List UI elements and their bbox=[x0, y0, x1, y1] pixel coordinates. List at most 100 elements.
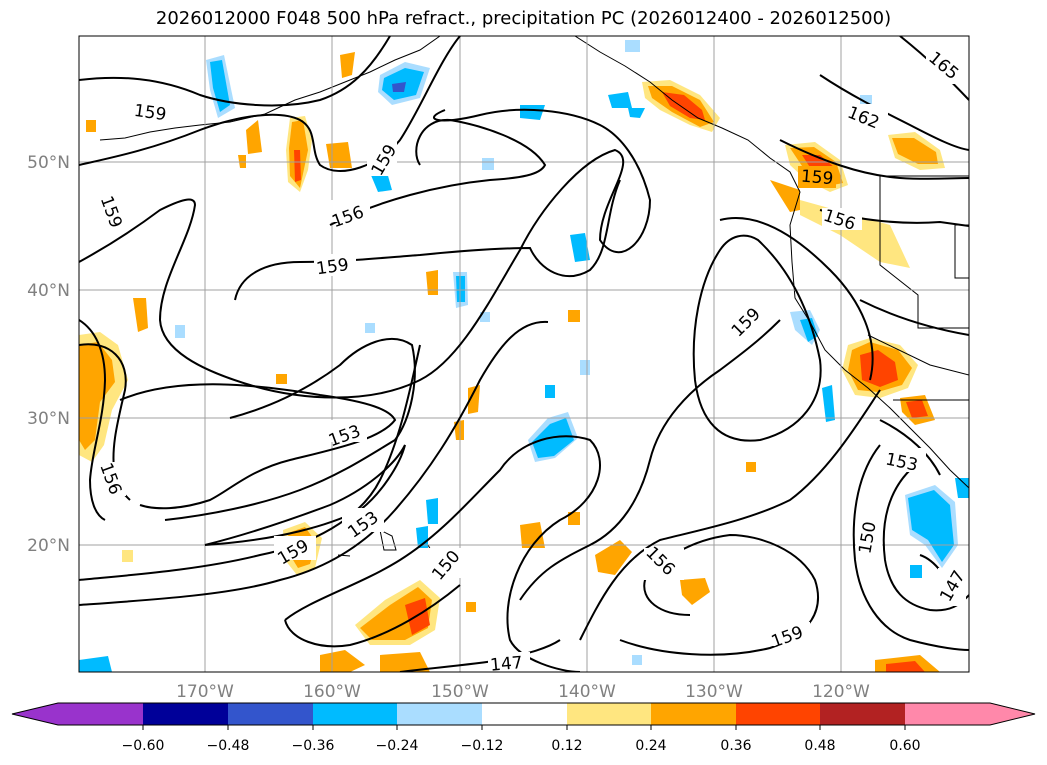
contour-line bbox=[519, 319, 781, 601]
contour-line bbox=[882, 469, 969, 612]
colorbar-segment bbox=[228, 703, 314, 725]
map-title: 2026012000 F048 500 hPa refract., precip… bbox=[155, 8, 892, 29]
contour-line bbox=[692, 234, 822, 442]
contour-line bbox=[779, 139, 969, 180]
colorbar-tick-label: −0.60 bbox=[122, 738, 165, 754]
contour-line bbox=[819, 74, 969, 151]
contour-line bbox=[79, 36, 391, 107]
precip-patch bbox=[520, 105, 545, 120]
contour-line bbox=[859, 299, 969, 336]
precip-patch bbox=[580, 360, 590, 375]
precip-patch bbox=[892, 138, 938, 164]
precip-patch bbox=[276, 374, 287, 384]
contour-line bbox=[879, 419, 941, 476]
precip-patch bbox=[568, 310, 580, 322]
precip-patch bbox=[210, 60, 230, 112]
lon-axis-labels: 170°W 160°W 150°W 140°W 130°W 120°W bbox=[176, 682, 870, 702]
precip-patch bbox=[955, 478, 969, 498]
contour-line bbox=[234, 179, 621, 301]
precip-patch bbox=[625, 40, 640, 52]
precip-patch bbox=[906, 400, 928, 418]
colorbar-extend-high bbox=[990, 703, 1035, 725]
precip-patch bbox=[365, 323, 375, 333]
colorbar-tick-label: −0.36 bbox=[292, 738, 335, 754]
precip-patch bbox=[632, 655, 642, 665]
colorbar-tick-label: −0.48 bbox=[207, 738, 250, 754]
colorbar-tick-label: 0.24 bbox=[635, 738, 666, 754]
contour-line bbox=[579, 389, 881, 641]
contour-line bbox=[79, 320, 549, 606]
colorbar-tick-label: 0.60 bbox=[889, 738, 920, 754]
precip-patch bbox=[680, 578, 710, 605]
colorbar-segment bbox=[905, 703, 991, 725]
precip-patch bbox=[175, 325, 185, 338]
map-area: 159 159 159 156 159 153 153 159 156 150 … bbox=[79, 36, 969, 676]
precip-patch bbox=[860, 95, 872, 105]
colorbar-segment bbox=[143, 703, 229, 725]
precip-patch bbox=[570, 233, 590, 262]
precip-patch bbox=[770, 180, 800, 212]
precip-patch bbox=[79, 342, 115, 450]
precip-patch bbox=[426, 498, 438, 524]
colorbar-segment bbox=[736, 703, 822, 725]
colorbar-segment bbox=[313, 703, 399, 725]
colorbar-segment bbox=[820, 703, 906, 725]
lon-label: 120°W bbox=[812, 682, 870, 702]
colorbar: −0.60 −0.48 −0.36 −0.24 −0.12 0.12 0.24 … bbox=[11, 702, 1036, 754]
lon-label: 150°W bbox=[431, 682, 489, 702]
precip-patch bbox=[886, 661, 925, 672]
precip-patch bbox=[482, 158, 494, 170]
precip-patch bbox=[568, 512, 580, 525]
precip-patch bbox=[545, 385, 555, 398]
colorbar-outline bbox=[11, 702, 1036, 726]
lat-label: 40°N bbox=[27, 281, 70, 301]
precip-patch bbox=[294, 150, 301, 182]
lat-label: 20°N bbox=[27, 536, 70, 556]
precip-patch bbox=[86, 120, 96, 132]
precip-patch bbox=[595, 540, 632, 575]
colorbar-tick-label: −0.12 bbox=[461, 738, 504, 754]
contour-label: 159 bbox=[315, 255, 350, 279]
lon-label: 170°W bbox=[176, 682, 234, 702]
lat-label: 30°N bbox=[27, 409, 70, 429]
contour-line bbox=[79, 319, 107, 521]
precip-patch bbox=[628, 108, 645, 118]
colorbar-segment bbox=[397, 703, 483, 725]
precip-patch bbox=[326, 142, 352, 168]
precip-patch bbox=[860, 350, 898, 387]
precip-patch bbox=[910, 565, 922, 578]
precip-patch bbox=[392, 82, 406, 92]
lon-label: 140°W bbox=[558, 682, 616, 702]
colorbar-tick-label: 0.12 bbox=[551, 738, 582, 754]
precip-patch bbox=[908, 490, 954, 562]
contour-label: 159 bbox=[133, 101, 168, 125]
colorbar-tick-label: 0.48 bbox=[804, 738, 835, 754]
contour-line bbox=[719, 217, 874, 381]
contour-line bbox=[852, 444, 969, 651]
colorbar-segment bbox=[567, 703, 653, 725]
contour-line bbox=[619, 533, 819, 656]
precip-patch bbox=[380, 652, 430, 672]
contour-line bbox=[329, 118, 547, 226]
precip-patch bbox=[426, 270, 438, 295]
colorbar-tick-label: −0.24 bbox=[376, 738, 419, 754]
precip-patch bbox=[662, 92, 705, 120]
lat-axis-labels: 50°N 40°N 30°N 20°N bbox=[27, 153, 70, 556]
colorbar-segment bbox=[58, 703, 144, 725]
precip-patch bbox=[746, 462, 756, 472]
contour-line bbox=[79, 108, 652, 399]
precip-patch bbox=[246, 120, 262, 154]
lat-label: 50°N bbox=[27, 153, 70, 173]
colorbar-segment bbox=[651, 703, 737, 725]
contour-line bbox=[119, 383, 397, 510]
precip-patch bbox=[133, 298, 148, 332]
contour-line bbox=[79, 344, 421, 581]
refractivity-contours bbox=[79, 36, 969, 672]
lon-label: 130°W bbox=[685, 682, 743, 702]
precip-patch bbox=[468, 385, 480, 414]
contour-line bbox=[204, 444, 406, 546]
contour-labels: 159 159 159 156 159 153 153 159 156 150 … bbox=[95, 48, 969, 676]
contour-line bbox=[164, 337, 416, 521]
contour-label: 147 bbox=[489, 653, 523, 676]
